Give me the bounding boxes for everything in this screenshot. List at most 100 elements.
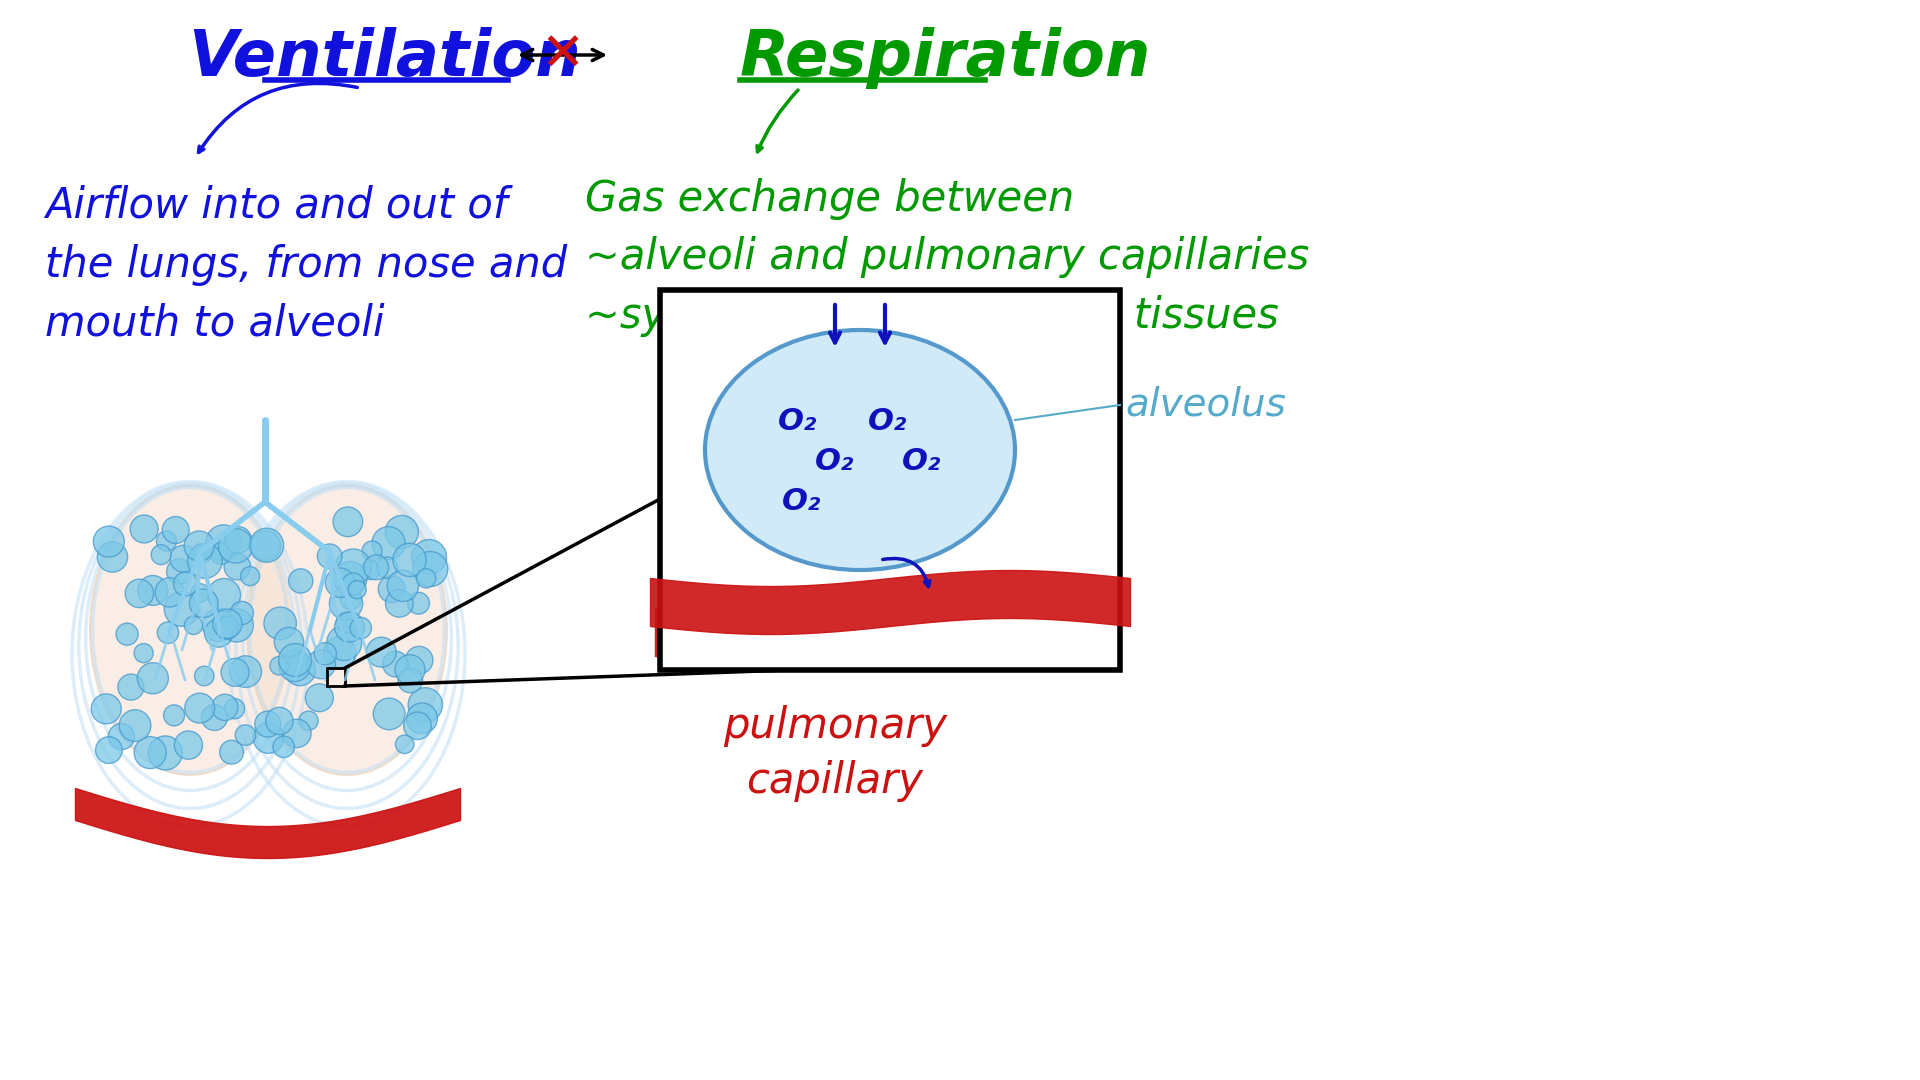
Circle shape: [265, 707, 294, 734]
Circle shape: [388, 570, 419, 602]
Circle shape: [250, 528, 284, 563]
Circle shape: [138, 576, 167, 606]
Circle shape: [409, 688, 442, 723]
Circle shape: [134, 644, 154, 663]
Text: O₂: O₂: [902, 447, 941, 476]
Circle shape: [336, 611, 357, 633]
Circle shape: [288, 569, 313, 593]
Circle shape: [240, 567, 259, 585]
Circle shape: [372, 527, 405, 559]
Text: ✕: ✕: [540, 29, 584, 81]
Circle shape: [225, 699, 244, 719]
Circle shape: [405, 646, 432, 674]
Circle shape: [278, 650, 311, 681]
Circle shape: [209, 543, 232, 565]
Circle shape: [115, 623, 138, 645]
Circle shape: [342, 573, 365, 595]
Text: Respiration: Respiration: [739, 27, 1152, 89]
Circle shape: [275, 627, 303, 657]
Circle shape: [213, 609, 242, 638]
Circle shape: [386, 515, 419, 549]
Ellipse shape: [248, 485, 447, 775]
Circle shape: [156, 531, 177, 551]
Circle shape: [315, 643, 336, 665]
Circle shape: [131, 515, 157, 543]
Circle shape: [119, 710, 152, 741]
Circle shape: [278, 644, 311, 676]
Circle shape: [171, 545, 198, 572]
Circle shape: [307, 650, 336, 678]
Circle shape: [255, 711, 280, 738]
Circle shape: [98, 542, 127, 572]
Circle shape: [175, 731, 204, 759]
Ellipse shape: [90, 485, 290, 775]
Circle shape: [94, 526, 125, 557]
Circle shape: [163, 516, 190, 543]
Circle shape: [396, 735, 415, 754]
Circle shape: [403, 712, 432, 740]
Circle shape: [236, 725, 255, 745]
Circle shape: [219, 528, 253, 563]
Circle shape: [190, 589, 219, 618]
Circle shape: [348, 581, 367, 598]
Circle shape: [163, 705, 184, 726]
Circle shape: [372, 698, 405, 730]
Circle shape: [361, 561, 380, 580]
Circle shape: [96, 737, 123, 764]
Bar: [326, 669, 346, 686]
Circle shape: [386, 590, 413, 617]
Circle shape: [125, 579, 154, 608]
Circle shape: [194, 666, 213, 686]
Text: alveolus: alveolus: [1125, 386, 1286, 424]
Circle shape: [382, 651, 409, 677]
Circle shape: [205, 619, 232, 647]
Circle shape: [407, 592, 430, 615]
Circle shape: [108, 724, 134, 750]
Text: Ventilation: Ventilation: [188, 27, 582, 89]
Circle shape: [363, 555, 388, 580]
Circle shape: [334, 612, 365, 642]
Circle shape: [336, 549, 371, 585]
Circle shape: [394, 543, 426, 577]
Circle shape: [117, 674, 144, 700]
Circle shape: [207, 579, 240, 611]
Circle shape: [376, 557, 397, 579]
Circle shape: [407, 703, 438, 733]
Circle shape: [284, 654, 315, 686]
Circle shape: [230, 656, 261, 688]
Circle shape: [396, 654, 424, 685]
Circle shape: [323, 636, 355, 670]
Circle shape: [190, 583, 209, 603]
Text: pulmonary
capillary: pulmonary capillary: [722, 705, 947, 802]
Circle shape: [363, 541, 382, 561]
Circle shape: [252, 531, 280, 561]
Circle shape: [397, 669, 422, 693]
Circle shape: [134, 737, 167, 769]
Circle shape: [305, 684, 334, 712]
Circle shape: [334, 562, 367, 595]
Circle shape: [317, 544, 342, 568]
Circle shape: [225, 554, 250, 580]
Text: O₂: O₂: [781, 487, 822, 516]
Circle shape: [219, 740, 244, 765]
Circle shape: [165, 592, 200, 626]
Circle shape: [173, 572, 198, 596]
Circle shape: [152, 544, 171, 565]
Circle shape: [188, 543, 223, 578]
Circle shape: [332, 507, 363, 537]
Circle shape: [148, 735, 182, 770]
Circle shape: [225, 526, 252, 553]
Text: O₂: O₂: [778, 407, 818, 436]
Circle shape: [367, 637, 396, 667]
Circle shape: [411, 540, 447, 575]
Circle shape: [184, 693, 215, 724]
Circle shape: [253, 723, 284, 754]
Circle shape: [324, 568, 355, 597]
Circle shape: [156, 578, 184, 607]
Circle shape: [184, 617, 204, 635]
Circle shape: [330, 586, 363, 620]
Circle shape: [202, 704, 227, 730]
Text: O₂: O₂: [816, 447, 854, 476]
Circle shape: [417, 569, 436, 588]
Circle shape: [273, 737, 294, 757]
